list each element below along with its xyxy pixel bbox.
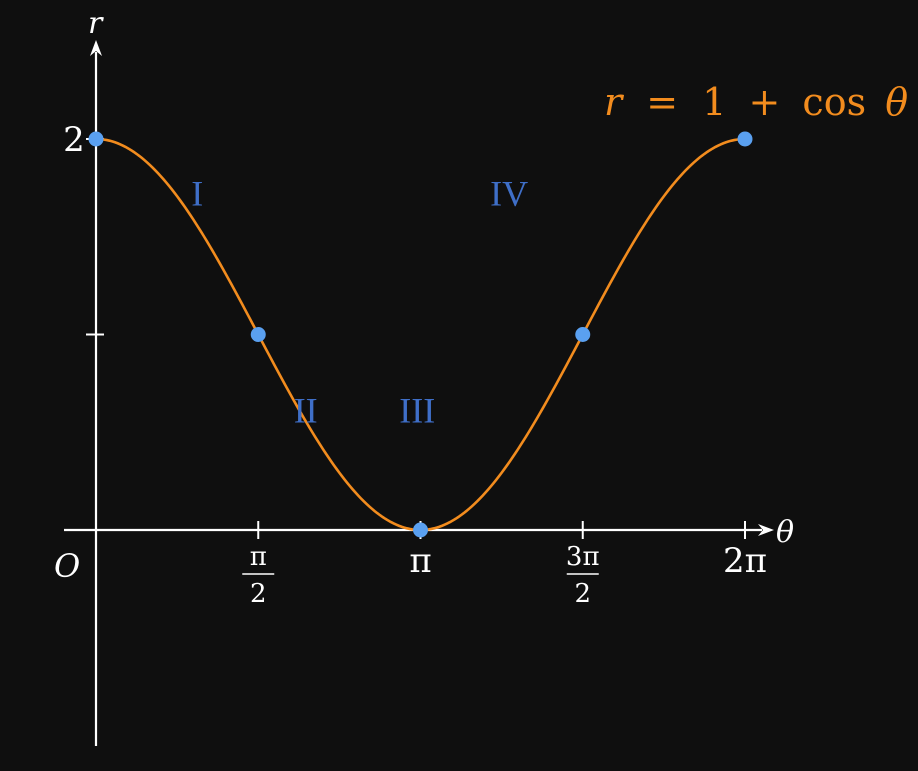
- y-axis-label: r: [88, 6, 104, 41]
- highlight-point-4: [737, 131, 753, 147]
- x-tick-numerator-0: π: [250, 542, 267, 572]
- x-tick-denominator-2: 2: [574, 579, 591, 609]
- highlight-point-1: [250, 327, 266, 342]
- equation-label: r = 1 + cos θ: [604, 80, 908, 124]
- highlight-point-0: [88, 131, 104, 147]
- y-tick-label-1: 2: [63, 120, 85, 160]
- origin-label: O: [54, 547, 80, 585]
- equation-equals: =: [646, 80, 678, 124]
- x-tick-numerator-2: 3π: [566, 542, 600, 572]
- equation-lhs: r: [604, 80, 625, 124]
- labels: r θ O r = 1 + cos θ: [54, 6, 908, 585]
- equation-plus: +: [748, 80, 780, 124]
- x-tick-denominator-0: 2: [250, 579, 267, 609]
- x-tick-label-1: π: [409, 541, 431, 581]
- r-axis-arrow: [90, 40, 102, 56]
- highlight-point-3: [575, 327, 591, 342]
- highlight-points: [88, 131, 753, 538]
- x-axis-label: θ: [776, 515, 794, 550]
- equation-func: cos: [802, 80, 866, 124]
- equation-var: θ: [885, 80, 908, 124]
- region-label-4: IV: [490, 173, 528, 213]
- x-tick-label-3: 2π: [723, 541, 767, 581]
- region-label-1: I: [191, 173, 203, 213]
- highlight-point-2: [413, 522, 428, 538]
- equation-one: 1: [702, 80, 726, 124]
- region-label-2: II: [294, 390, 318, 430]
- theta-axis-arrow: [758, 524, 774, 536]
- region-label-3: III: [399, 390, 435, 430]
